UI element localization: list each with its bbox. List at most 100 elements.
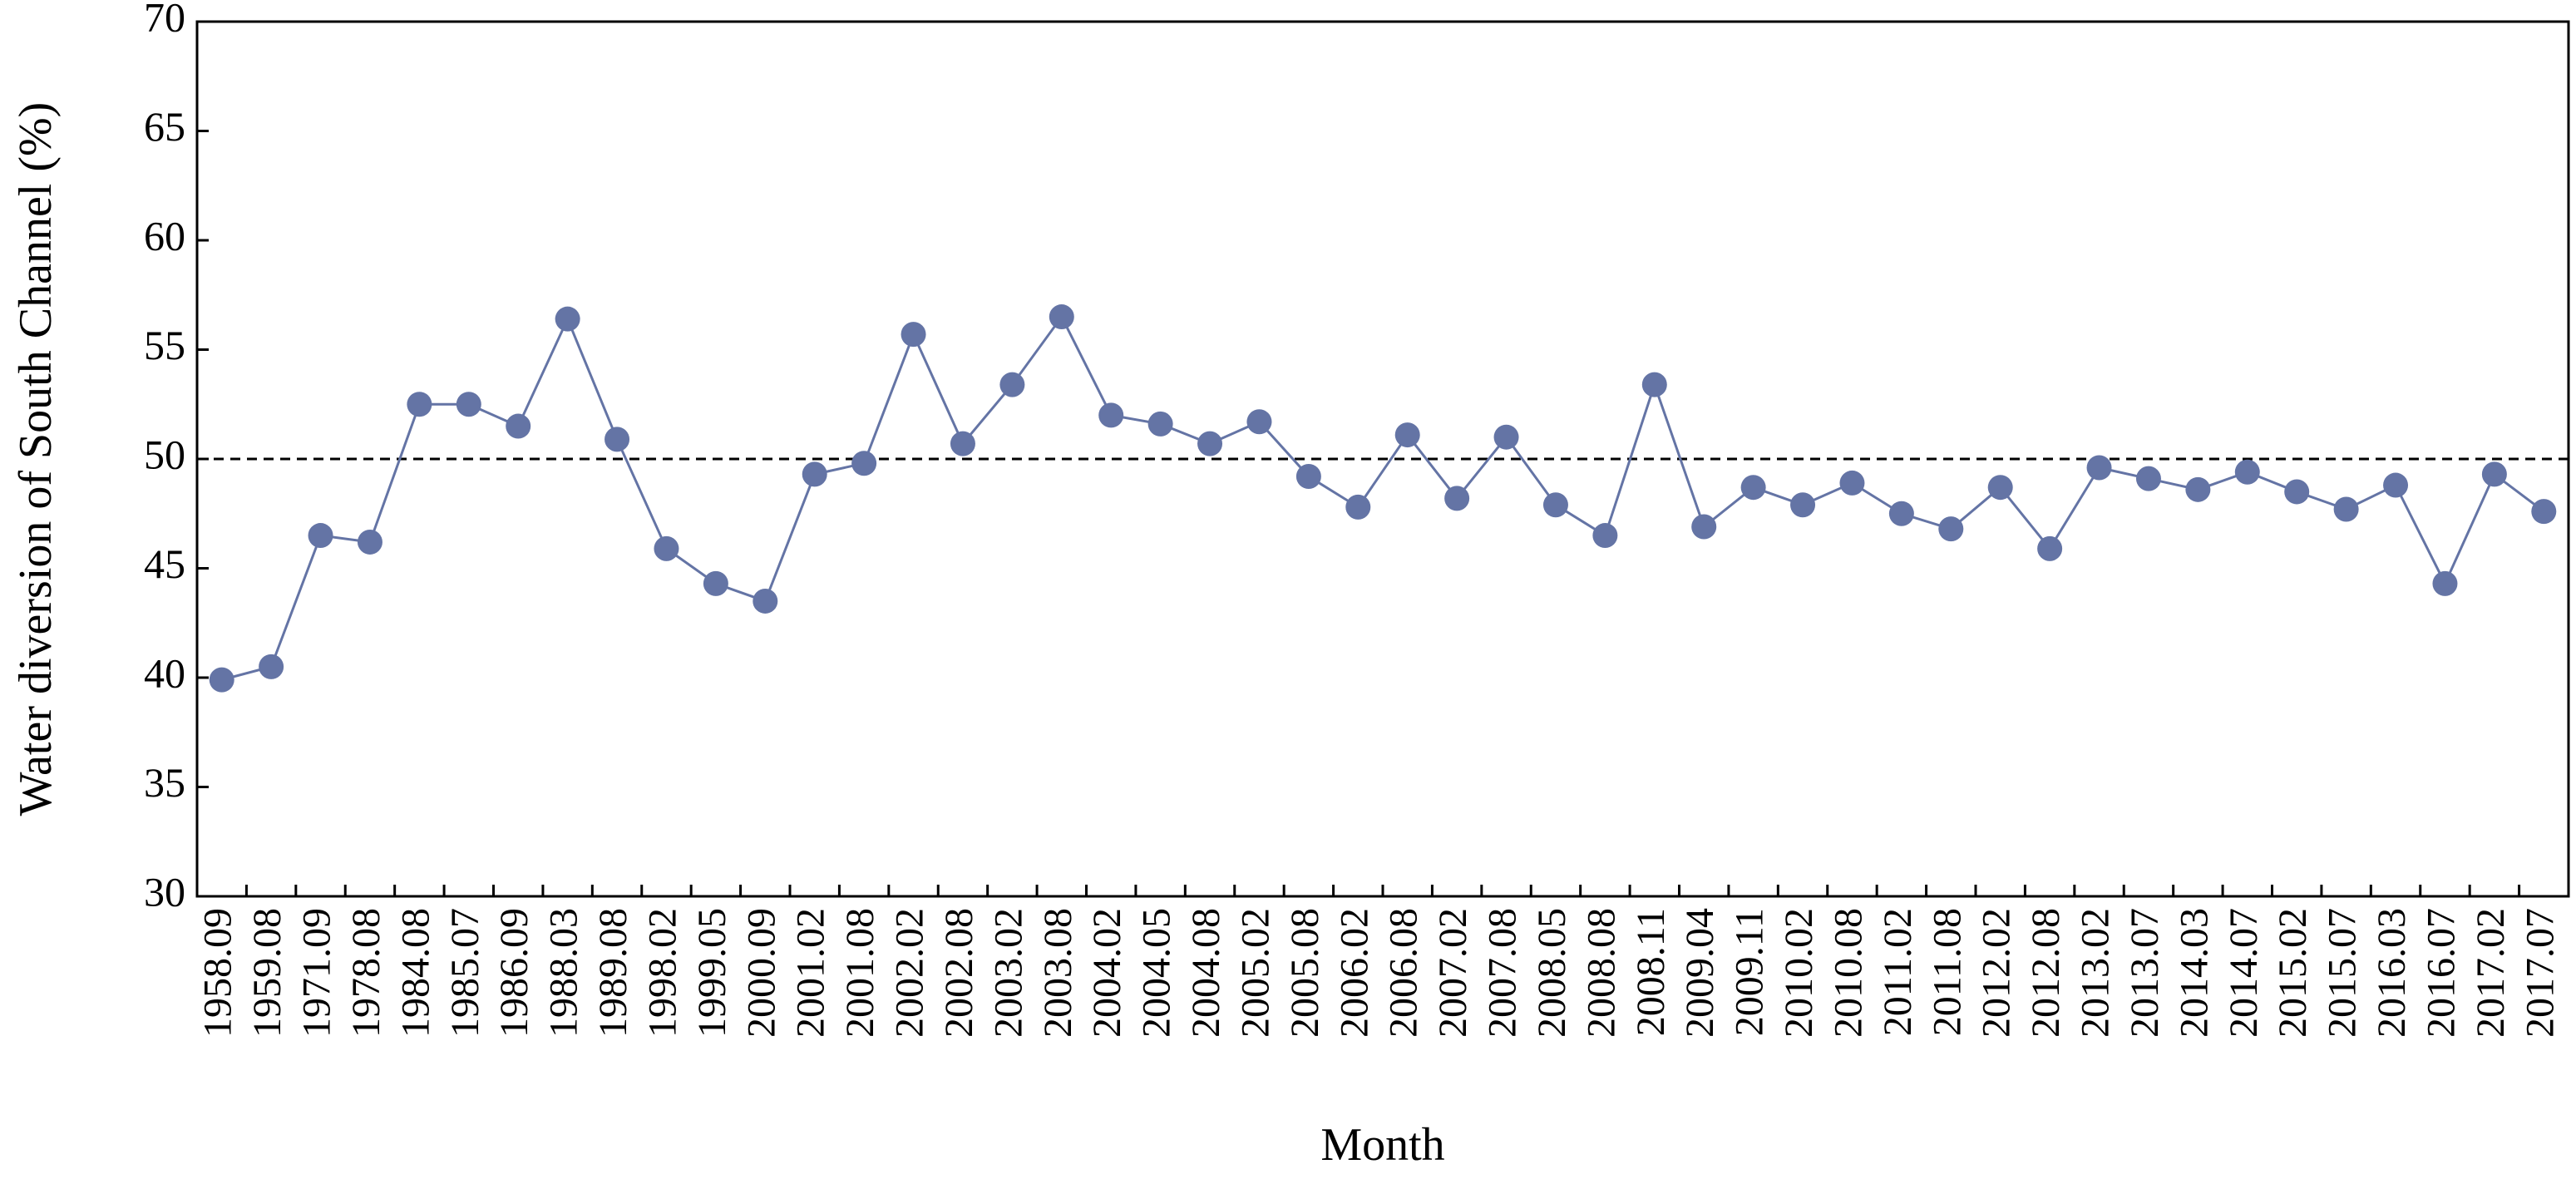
x-tick-label: 2013.02 (2074, 908, 2118, 1038)
y-tick-label: 50 (144, 431, 185, 477)
data-point (1147, 411, 1173, 437)
x-tick-label: 2008.05 (1530, 908, 1574, 1038)
data-point (950, 431, 975, 456)
x-tick-label: 1971.09 (295, 908, 339, 1038)
data-point (901, 322, 926, 348)
data-point (357, 529, 382, 555)
data-point (2432, 570, 2458, 596)
data-point (2481, 461, 2507, 487)
x-tick-label: 2014.07 (2222, 908, 2266, 1038)
x-tick-label: 2005.08 (1283, 908, 1327, 1038)
x-tick-label: 2004.02 (1085, 908, 1129, 1038)
data-point (259, 654, 284, 679)
data-point (2531, 499, 2557, 525)
data-point (456, 392, 481, 417)
data-point (2284, 479, 2310, 505)
data-point (1542, 492, 1568, 518)
x-tick-label: 2001.02 (789, 908, 833, 1038)
x-tick-label: 2003.08 (1036, 908, 1080, 1038)
data-point (2383, 472, 2409, 498)
x-tick-label: 2009.04 (1678, 908, 1722, 1038)
x-tick-label: 2008.08 (1579, 908, 1623, 1038)
x-tick-label: 2015.07 (2321, 908, 2365, 1038)
x-tick-label: 2016.03 (2370, 908, 2414, 1038)
x-tick-label: 2007.02 (1431, 908, 1475, 1038)
data-point (1345, 494, 1371, 520)
data-point (1295, 464, 1321, 490)
x-tick-label: 2000.09 (739, 908, 783, 1038)
data-point (2185, 476, 2211, 502)
data-point (1049, 304, 1074, 330)
x-tick-label: 2003.02 (986, 908, 1030, 1038)
data-point (1691, 514, 1717, 540)
data-point (1987, 475, 2013, 501)
x-tick-label: 2006.02 (1332, 908, 1376, 1038)
x-tick-label: 1959.08 (245, 908, 289, 1038)
x-tick-label: 2011.02 (1876, 908, 1920, 1036)
x-tick-label: 2015.02 (2271, 908, 2315, 1038)
x-tick-label: 2011.08 (1925, 908, 1969, 1036)
x-tick-label: 2006.08 (1382, 908, 1426, 1038)
x-tick-label: 2013.07 (2123, 908, 2167, 1038)
y-tick-label: 55 (144, 322, 185, 368)
data-point (2037, 535, 2063, 561)
x-tick-label: 2004.05 (1135, 908, 1179, 1038)
y-tick-label: 60 (144, 212, 185, 259)
data-point (2086, 455, 2112, 481)
y-tick-label: 70 (144, 0, 185, 40)
data-point (654, 535, 679, 561)
x-tick-label: 1998.02 (640, 908, 684, 1038)
x-tick-label: 2002.02 (888, 908, 932, 1038)
x-tick-label: 1958.09 (196, 908, 240, 1038)
data-point (999, 372, 1025, 397)
x-tick-label: 2016.07 (2419, 908, 2463, 1038)
data-point (1888, 501, 1914, 526)
x-tick-label: 2012.02 (1975, 908, 2019, 1038)
x-tick-label: 2017.02 (2469, 908, 2513, 1038)
y-tick-label: 45 (144, 540, 185, 587)
x-tick-label: 1989.08 (591, 908, 635, 1038)
x-tick-label: 2004.08 (1184, 908, 1228, 1038)
data-point (1098, 402, 1124, 428)
data-point (1197, 431, 1223, 456)
data-point (1938, 516, 1964, 542)
data-point (1740, 475, 1766, 501)
x-tick-label: 1986.09 (492, 908, 536, 1038)
y-tick-label: 35 (144, 759, 185, 806)
x-tick-label: 2017.07 (2518, 908, 2562, 1038)
x-tick-label: 1984.08 (393, 908, 437, 1038)
data-point (703, 570, 728, 596)
data-point (605, 427, 630, 452)
data-point (1641, 372, 1667, 397)
y-tick-label: 30 (144, 868, 185, 915)
x-axis-title: Month (1320, 1119, 1444, 1171)
data-point (851, 451, 877, 476)
x-tick-label: 1999.05 (690, 908, 734, 1038)
data-point (506, 413, 531, 439)
data-point (1790, 492, 1816, 518)
x-tick-label: 2010.08 (1826, 908, 1870, 1038)
x-tick-label: 2008.11 (1629, 908, 1673, 1036)
data-point (2234, 459, 2260, 485)
data-point (209, 667, 234, 693)
x-tick-label: 1978.08 (344, 908, 388, 1038)
data-point (802, 461, 827, 487)
x-tick-label: 2009.11 (1728, 908, 1772, 1036)
x-tick-label: 2005.02 (1233, 908, 1277, 1038)
data-point (1394, 422, 1420, 448)
data-point (308, 523, 333, 549)
x-tick-label: 2010.02 (1777, 908, 1821, 1038)
y-tick-label: 40 (144, 649, 185, 696)
data-point (1493, 424, 1519, 450)
data-point (555, 306, 580, 332)
data-point (753, 588, 778, 614)
x-tick-label: 2002.08 (937, 908, 981, 1038)
data-point (2333, 496, 2359, 522)
data-point (407, 392, 432, 417)
x-tick-label: 2012.08 (2024, 908, 2068, 1038)
x-tick-label: 1988.03 (542, 908, 586, 1038)
y-axis-title: Water diversion of South Channel (%) (10, 102, 62, 816)
x-tick-label: 2007.08 (1481, 908, 1525, 1038)
